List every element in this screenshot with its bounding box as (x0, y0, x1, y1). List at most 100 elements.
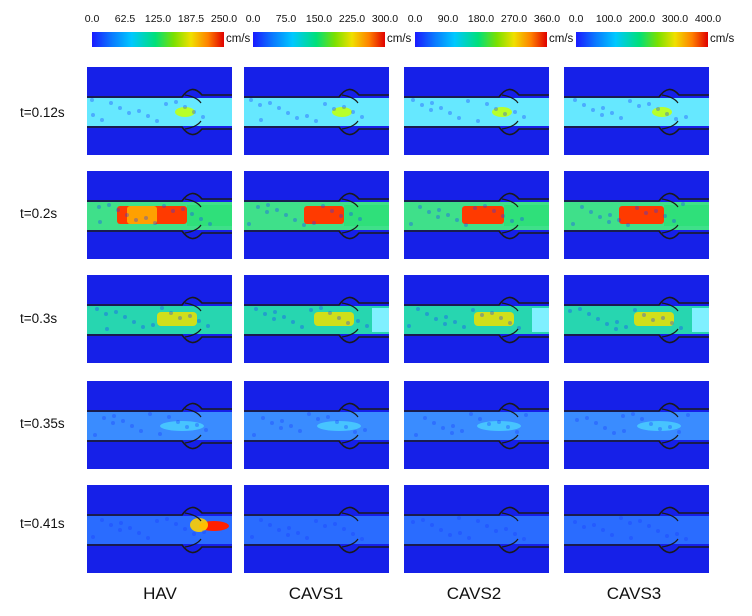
vessel-wall-bottom (564, 230, 709, 240)
valve-leaflet (341, 224, 359, 234)
colorbar-tick-label: 300.0 (371, 13, 399, 25)
vortex-speckle (476, 519, 480, 523)
valve-leaflet (661, 94, 679, 104)
vortex-speckle (460, 429, 464, 433)
vortex-speckle (596, 317, 600, 321)
vortex-speckle (441, 426, 445, 430)
vortex-speckle (130, 424, 134, 428)
vortex-speckle (314, 519, 318, 523)
column-label-cavs1: CAVS1 (288, 584, 344, 603)
valve-leaflet (661, 328, 679, 338)
vortex-speckle (686, 413, 690, 417)
vortex-speckle (208, 222, 212, 226)
colorbar-tick-label: 150.0 (305, 13, 333, 25)
valve-leaflet (501, 434, 519, 444)
vortex-speckle (185, 425, 189, 429)
valve-leaflet (501, 538, 519, 548)
vortex-speckle (467, 536, 471, 540)
vessel-wall-top (404, 402, 549, 412)
flow-channel (404, 412, 549, 440)
vortex-speckle (633, 308, 637, 312)
vortex-speckle (621, 414, 625, 418)
vessel-wall-top (87, 402, 232, 412)
vortex-speckle (446, 213, 450, 217)
jet-tail (372, 308, 389, 332)
vortex-speckle (201, 115, 205, 119)
vortex-speckle (439, 106, 443, 110)
vortex-speckle (506, 425, 510, 429)
colorbar-tick-label: 187.5 (177, 13, 205, 25)
vortex-speckle (302, 223, 306, 227)
vessel-wall-top (244, 192, 389, 202)
valve-leaflet (341, 328, 359, 338)
vortex-speckle (342, 527, 346, 531)
vortex-speckle (365, 324, 369, 328)
vortex-speckle (503, 112, 507, 116)
vortex-speckle (330, 209, 334, 213)
colorbar-tick-label: 62.5 (114, 13, 136, 25)
vortex-speckle (144, 216, 148, 220)
vortex-speckle (155, 519, 159, 523)
jet-core (304, 206, 344, 224)
vortex-speckle (174, 522, 178, 526)
vortex-speckle (100, 518, 104, 522)
colorbar-unit-2: cm/s (387, 33, 412, 45)
vortex-speckle (91, 113, 95, 117)
vortex-speckle (615, 320, 619, 324)
vessel-wall-top (564, 192, 709, 202)
vortex-speckle (265, 210, 269, 214)
vortex-speckle (607, 220, 611, 224)
row-label-t041: t=0.41s (20, 516, 65, 531)
row-label-t03: t=0.3s (20, 311, 58, 326)
vessel-wall-top (244, 296, 389, 306)
vortex-speckle (430, 101, 434, 105)
vortex-speckle (483, 204, 487, 208)
valve-leaflet (184, 302, 202, 312)
vortex-speckle (642, 313, 646, 317)
vortex-speckle (346, 321, 350, 325)
vortex-speckle (109, 523, 113, 527)
vessel-wall-top (244, 402, 389, 412)
vortex-speckle (342, 105, 346, 109)
vessel-wall-bottom (404, 230, 549, 240)
flow-channel (404, 516, 549, 544)
vortex-speckle (188, 314, 192, 318)
vortex-speckle (162, 204, 166, 208)
vortex-speckle (626, 223, 630, 227)
vortex-speckle (458, 531, 462, 535)
vortex-speckle (418, 205, 422, 209)
vortex-speckle (337, 316, 341, 320)
vortex-speckle (105, 327, 109, 331)
jet-core (314, 312, 354, 326)
valve-leaflet (661, 512, 679, 522)
vortex-speckle (323, 102, 327, 106)
vortex-speckle (601, 106, 605, 110)
valve-leaflet (341, 538, 359, 548)
vortex-speckle (119, 521, 123, 525)
vortex-speckle (573, 520, 577, 524)
vortex-speckle (332, 107, 336, 111)
vessel-wall-top (244, 506, 389, 516)
vessel-wall-top (87, 192, 232, 202)
contour-panel (244, 485, 389, 573)
vortex-speckle (165, 517, 169, 521)
jet-core (127, 206, 157, 224)
flow-channel (87, 412, 232, 440)
vortex-speckle (598, 215, 602, 219)
vessel-wall-bottom (87, 544, 232, 554)
jet-core (157, 312, 197, 326)
vortex-speckle (658, 427, 662, 431)
contour-panel (87, 171, 232, 259)
jet-core (634, 312, 674, 326)
vortex-speckle (202, 530, 206, 534)
vortex-speckle (204, 428, 208, 432)
vortex-speckle (591, 108, 595, 112)
vortex-speckle (430, 523, 434, 527)
vortex-speckle (309, 308, 313, 312)
vortex-speckle (137, 531, 141, 535)
vortex-speckle (321, 204, 325, 208)
jet-core (474, 312, 514, 326)
vortex-speckle (455, 218, 459, 222)
vortex-speckle (351, 110, 355, 114)
vortex-speckle (333, 522, 337, 526)
